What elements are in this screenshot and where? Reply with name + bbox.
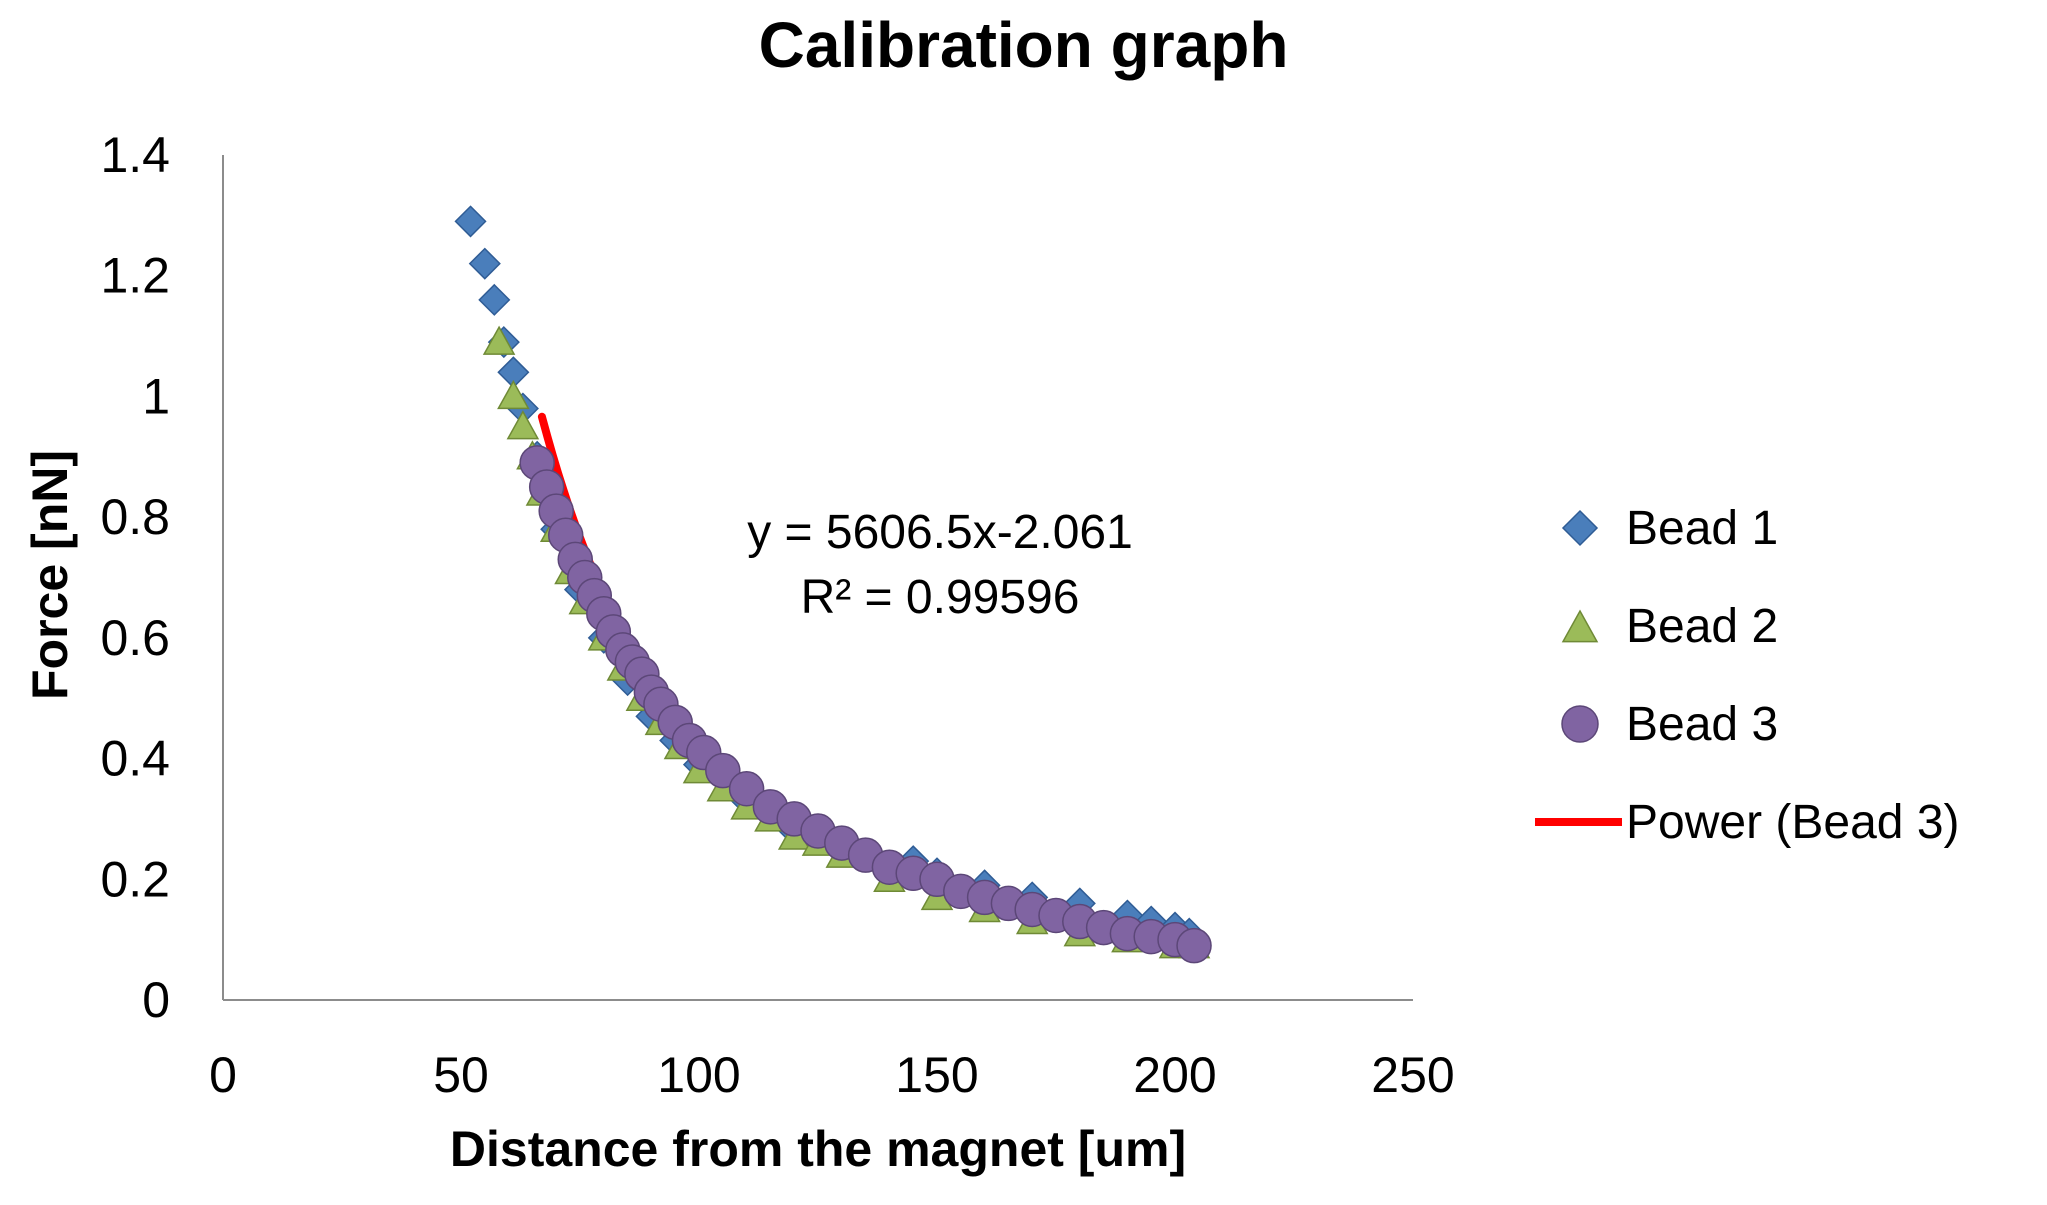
y-tick-label: 1.4 (100, 127, 170, 183)
y-tick-label: 0 (142, 972, 170, 1028)
x-tick-label: 250 (1371, 1047, 1454, 1103)
x-tick-label: 50 (433, 1047, 489, 1103)
y-tick-label: 0.8 (100, 489, 170, 545)
series-2 (482, 325, 1211, 959)
legend-item-power-bead-3: Power (Bead 3) (1550, 789, 2040, 859)
data-point-bead-3 (705, 752, 741, 789)
legend-marker-bead-2 (1561, 609, 1599, 643)
legend-markers (1535, 509, 1622, 826)
data-point-bead-1 (478, 283, 511, 316)
legend-label-power-bead-3: Power (Bead 3) (1626, 796, 1960, 849)
data-point-bead-2 (506, 410, 540, 440)
axes: 0 50 100 150 200 250 0 0.2 0.4 0.6 0.8 1 1.2 1.4 (100, 127, 1454, 1103)
data-point-bead-3 (728, 771, 765, 807)
y-tick-label: 0.6 (100, 610, 170, 666)
chart-title: Calibration graph (758, 9, 1289, 81)
data-point-bead-1 (468, 247, 501, 280)
x-tick-label: 150 (895, 1047, 978, 1103)
legend-item-bead-3: Bead 3 (1550, 691, 2040, 761)
data-point-bead-3 (1176, 927, 1212, 964)
trendline-equation: y = 5606.5x-2.061 (747, 506, 1133, 559)
x-tick-label: 0 (209, 1047, 237, 1103)
data-point-bead-1 (454, 205, 487, 238)
legend-label-bead-2: Bead 2 (1626, 600, 1779, 653)
legend-item-bead-1: Bead 1 (1550, 495, 2040, 565)
y-tick-label: 1.2 (100, 248, 170, 304)
y-tick-label: 1 (142, 368, 170, 424)
points-layer (454, 205, 1212, 964)
y-tick-label: 0.4 (100, 731, 170, 787)
series-3 (519, 445, 1212, 964)
legend-label-bead-1: Bead 1 (1626, 502, 1779, 555)
y-axis-label: Force [nN] (22, 450, 78, 700)
data-point-bead-2 (482, 325, 516, 355)
x-tick-label: 200 (1133, 1047, 1216, 1103)
legend-marker-bead-1 (1561, 509, 1599, 547)
y-axis-label-wrap: Force [nN] (20, 410, 80, 740)
trendline-r-squared: R² = 0.99596 (800, 571, 1080, 624)
x-axis-label: Distance from the magnet [um] (449, 1121, 1187, 1177)
legend-marker-bead-3 (1561, 705, 1599, 743)
y-tick-label: 0.2 (100, 851, 170, 907)
x-tick-label: 100 (657, 1047, 740, 1103)
legend-label-bead-3: Bead 3 (1626, 698, 1779, 751)
data-point-bead-2 (497, 379, 530, 410)
legend-item-bead-2: Bead 2 (1550, 593, 2040, 663)
